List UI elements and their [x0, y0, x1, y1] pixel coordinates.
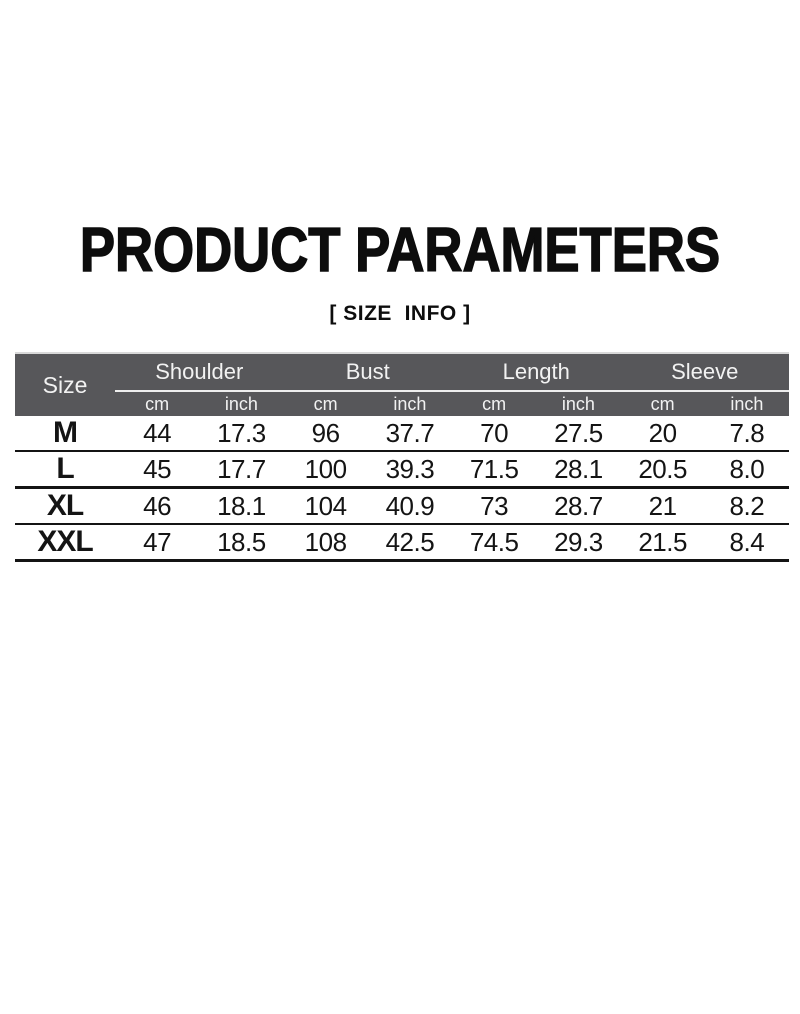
size-value: XL	[46, 489, 84, 523]
table-unit-header-row: cm inch cm inch cm inch cm inch	[15, 391, 789, 417]
page-subtitle: [ SIZE INFO ]	[329, 302, 471, 326]
size-table: Size Shoulder Bust Length Sleeve cm inch…	[15, 352, 789, 562]
shoulder-cm-value: 44	[143, 417, 172, 448]
length-cm-value: 74.5	[469, 526, 519, 557]
sleeve-inch-value: 8.0	[729, 453, 765, 484]
table-row-m: M 44 17.3 96 37.7 70 27.5 20 7.8	[15, 416, 789, 452]
shoulder-cm-value: 46	[143, 490, 172, 521]
table-row-l: L 45 17.7 100 39.3 71.5 28.1 20.5 8.0	[15, 451, 789, 488]
unit-header-length-inch: inch	[536, 391, 621, 417]
length-cm-value: 71.5	[469, 453, 519, 484]
unit-header-sleeve-inch: inch	[704, 391, 789, 417]
table-row-xxl: XXL 47 18.5 108 42.5 74.5 29.3 21.5 8.4	[15, 524, 789, 561]
shoulder-inch-value: 18.1	[217, 490, 266, 521]
column-header-sleeve: Sleeve	[620, 352, 789, 393]
column-header-size: Size	[15, 352, 115, 417]
bust-inch-value: 40.9	[385, 490, 435, 521]
size-chart-page: PRODUCT PARAMETERS [ SIZE INFO ] Size Sh…	[0, 214, 800, 562]
column-header-bust: Bust	[283, 352, 452, 393]
table-group-header-row: Size Shoulder Bust Length Sleeve	[15, 352, 789, 417]
unit-header-bust-inch: inch	[367, 391, 452, 417]
shoulder-inch-value: 18.5	[217, 526, 266, 557]
unit-header-shoulder-inch: inch	[199, 391, 284, 417]
bust-cm-value: 108	[304, 526, 347, 557]
bust-cm-value: 96	[311, 417, 340, 448]
shoulder-cm-value: 45	[143, 453, 172, 484]
sleeve-cm-value: 21	[648, 490, 677, 521]
bust-cm-value: 100	[304, 453, 347, 484]
bust-inch-value: 39.3	[385, 453, 435, 484]
size-value: M	[53, 416, 78, 450]
unit-header-shoulder-cm: cm	[115, 391, 200, 417]
sleeve-cm-value: 20.5	[638, 453, 687, 484]
sleeve-cm-value: 21.5	[638, 526, 687, 557]
size-value: XXL	[37, 525, 93, 559]
sleeve-inch-value: 7.8	[729, 417, 765, 448]
table-row-xl: XL 46 18.1 104 40.9 73 28.7 21 8.2	[15, 488, 789, 525]
unit-header-length-cm: cm	[452, 391, 537, 417]
sleeve-cm-value: 20	[648, 417, 677, 448]
column-header-length: Length	[452, 352, 621, 393]
length-inch-value: 27.5	[554, 417, 603, 448]
length-inch-value: 28.7	[554, 490, 603, 521]
sleeve-inch-value: 8.4	[729, 526, 765, 557]
unit-header-bust-cm: cm	[283, 391, 368, 417]
length-inch-value: 28.1	[554, 453, 603, 484]
size-table-header: Size Shoulder Bust Length Sleeve cm inch…	[15, 352, 789, 417]
length-cm-value: 70	[480, 417, 509, 448]
bust-inch-value: 42.5	[385, 526, 435, 557]
sleeve-inch-value: 8.2	[729, 490, 765, 521]
column-header-shoulder: Shoulder	[115, 352, 284, 393]
length-inch-value: 29.3	[554, 526, 603, 557]
bust-cm-value: 104	[304, 490, 347, 521]
bust-inch-value: 37.7	[385, 417, 435, 448]
shoulder-inch-value: 17.3	[217, 417, 266, 448]
length-cm-value: 73	[480, 490, 509, 521]
shoulder-cm-value: 47	[143, 526, 172, 557]
page-title: PRODUCT PARAMETERS	[79, 215, 721, 286]
shoulder-inch-value: 17.7	[217, 453, 266, 484]
size-value: L	[56, 452, 74, 486]
unit-header-sleeve-cm: cm	[620, 391, 705, 417]
